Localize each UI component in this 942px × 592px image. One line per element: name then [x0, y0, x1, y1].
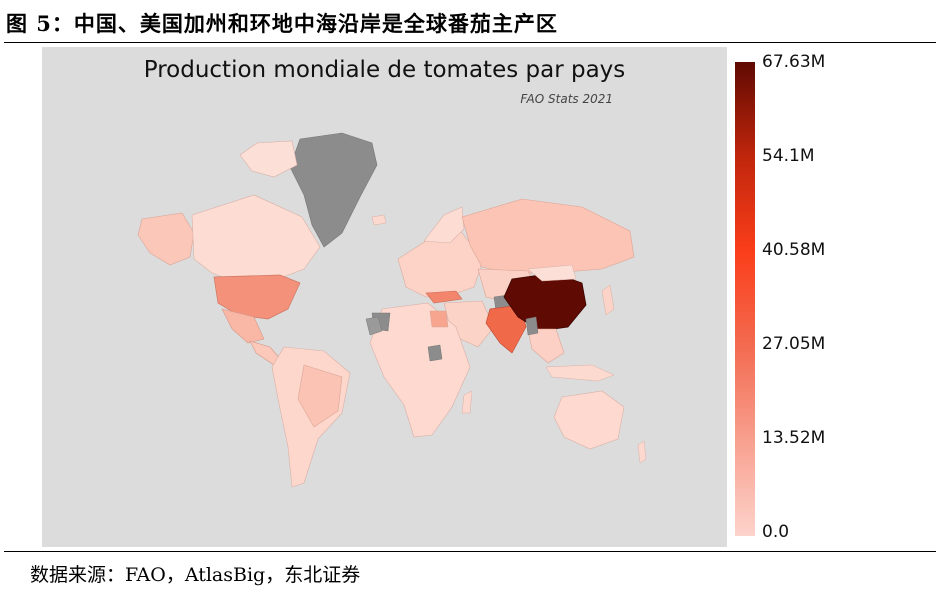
madagascar-region — [461, 390, 473, 414]
map-title: Production mondiale de tomates par pays — [143, 57, 626, 83]
colorbar-tick-min: 0.0 — [762, 522, 790, 542]
colorbar — [735, 62, 755, 536]
indonesia-region — [545, 364, 615, 382]
southeast-asia-region — [527, 328, 565, 364]
turkey-region — [425, 290, 463, 304]
usa-region — [213, 274, 301, 320]
arctic-canada-region — [239, 140, 298, 178]
mexico-region — [221, 308, 265, 344]
canada-region — [191, 194, 321, 284]
iceland-region — [371, 214, 387, 226]
africa-nodata-2 — [427, 344, 443, 362]
colorbar-tick: 13.52M — [762, 428, 826, 448]
mongolia-region — [527, 264, 577, 282]
figure-caption: 图 5：中国、美国加州和环地中海沿岸是全球番茄主产区 — [6, 11, 558, 36]
map-panel: Production mondiale de tomates par pays … — [42, 47, 727, 547]
japan-region — [601, 284, 615, 316]
myanmar-nodata — [525, 316, 539, 336]
greenland-region — [289, 132, 378, 248]
alaska-region — [137, 212, 195, 266]
colorbar-tick: 54.1M — [762, 146, 815, 166]
colorbar-tick-max: 67.63M — [762, 52, 826, 72]
africa-nodata-3 — [365, 316, 383, 336]
brazil-region — [297, 364, 343, 428]
bottom-rule — [4, 551, 936, 552]
russia-region — [461, 198, 635, 274]
colorbar-tick: 40.58M — [762, 240, 826, 260]
colorbar-tick: 27.05M — [762, 334, 826, 354]
top-rule — [4, 42, 936, 43]
australia-region — [553, 390, 625, 450]
map-credit: FAO Stats 2021 — [520, 92, 613, 106]
egypt-region — [429, 310, 449, 328]
new-zealand-region — [637, 440, 647, 464]
world-map — [137, 132, 647, 488]
source-note: 数据来源：FAO，AtlasBig，东北证券 — [30, 564, 361, 586]
